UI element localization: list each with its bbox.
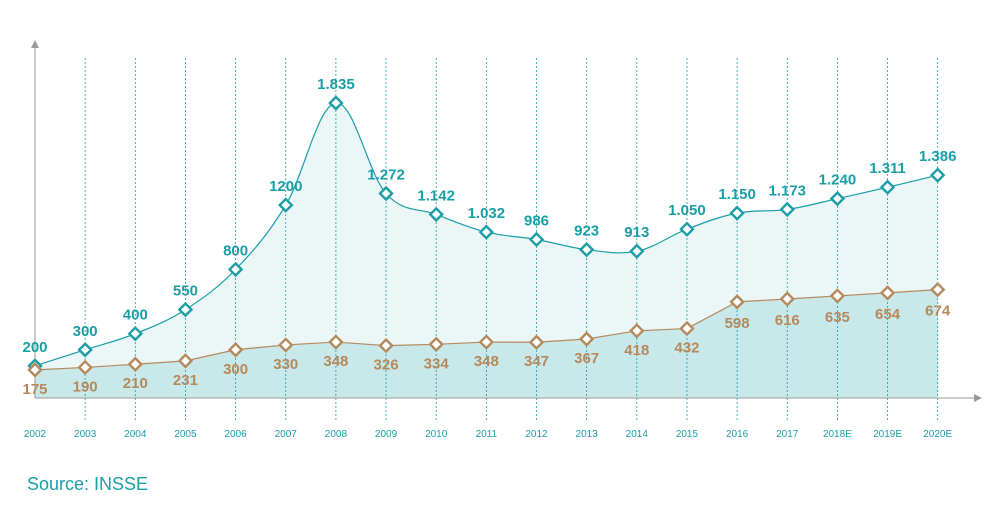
upper-label-2017: 1.173 <box>768 182 806 199</box>
upper-label-2015: 1.050 <box>668 202 706 219</box>
upper-marker-2007 <box>278 197 294 213</box>
x-tick-2002: 2002 <box>24 429 47 440</box>
lower-marker-2008 <box>328 334 344 350</box>
lower-marker-2007 <box>278 337 294 353</box>
upper-marker-2009 <box>378 185 394 202</box>
lower-label-2016: 598 <box>725 315 750 332</box>
x-tick-2020E: 2020E <box>923 429 952 440</box>
x-tick-2009: 2009 <box>375 429 398 440</box>
lower-label-2018E: 635 <box>825 309 850 326</box>
upper-marker-2010 <box>428 206 444 223</box>
upper-label-2009: 1.272 <box>367 167 405 184</box>
upper-marker-2014 <box>629 243 645 259</box>
upper-label-2005: 550 <box>173 283 198 300</box>
lower-marker-2006 <box>227 342 244 358</box>
upper-marker-2015 <box>679 221 695 237</box>
x-tick-2004: 2004 <box>124 429 147 440</box>
lower-marker-2017 <box>779 291 795 307</box>
lower-marker-2004 <box>127 356 143 372</box>
x-tick-2013: 2013 <box>576 429 599 440</box>
area-chart: 200 300 400 550 800 1200 1.835 1.272 1.142 1.032 9… <box>22 40 982 440</box>
source-note: Source: INSSE <box>27 474 149 494</box>
upper-label-2010: 1.142 <box>417 187 455 204</box>
upper-marker-2008 <box>328 95 344 111</box>
upper-label-2019E: 1.311 <box>869 160 906 177</box>
lower-marker-2019E <box>879 285 896 301</box>
lower-label-2008: 348 <box>323 353 348 370</box>
lower-label-2017: 616 <box>775 312 800 329</box>
lower-label-2019E: 654 <box>875 306 901 323</box>
lower-label-2015: 432 <box>674 340 699 357</box>
upper-marker-2016 <box>729 205 745 221</box>
lower-marker-2018E <box>829 288 846 304</box>
lower-label-2003: 190 <box>73 378 98 395</box>
upper-label-2011: 1.032 <box>468 205 506 222</box>
upper-label-2012: 986 <box>524 212 549 229</box>
upper-marker-2020E <box>930 167 946 183</box>
x-tick-2012: 2012 <box>525 429 548 440</box>
x-tick-2015: 2015 <box>676 429 699 440</box>
x-tick-2018E: 2018E <box>823 429 852 440</box>
upper-marker-2012 <box>528 231 545 248</box>
lower-marker-2015 <box>679 320 695 337</box>
upper-label-2020E: 1.386 <box>919 148 957 165</box>
upper-label-2013: 923 <box>574 223 599 240</box>
y-axis-arrow <box>31 40 39 48</box>
upper-label-2002: 200 <box>22 339 47 356</box>
x-tick-2003: 2003 <box>74 429 97 440</box>
lower-marker-2014 <box>629 323 645 339</box>
lower-label-2020E: 674 <box>925 303 951 320</box>
lower-marker-2020E <box>930 281 946 298</box>
upper-label-2003: 300 <box>73 323 98 340</box>
upper-marker-2017 <box>779 201 795 218</box>
lower-label-2006: 300 <box>223 361 248 378</box>
lower-label-2002: 175 <box>22 381 47 398</box>
lower-marker-2003 <box>77 359 93 376</box>
upper-marker-2003 <box>77 342 93 358</box>
upper-marker-2004 <box>127 325 143 342</box>
lower-marker-2011 <box>478 334 495 350</box>
lower-label-2013: 367 <box>574 350 599 367</box>
lower-marker-2002 <box>27 362 43 378</box>
x-tick-2006: 2006 <box>224 429 247 440</box>
upper-marker-2013 <box>578 241 595 258</box>
upper-marker-2006 <box>227 261 244 278</box>
lower-marker-2009 <box>378 337 394 354</box>
lower-marker-2013 <box>578 331 595 347</box>
upper-label-2016: 1.150 <box>718 186 756 203</box>
x-tick-2014: 2014 <box>626 429 649 440</box>
lower-label-2014: 418 <box>624 342 649 359</box>
x-tick-2007: 2007 <box>275 429 298 440</box>
x-tick-2008: 2008 <box>325 429 348 440</box>
x-tick-2005: 2005 <box>174 429 197 440</box>
upper-label-2018E: 1.240 <box>819 172 857 189</box>
x-tick-2017: 2017 <box>776 429 799 440</box>
upper-label-2006: 800 <box>223 242 248 259</box>
lower-label-2012: 347 <box>524 353 549 370</box>
upper-marker-2005 <box>177 301 194 318</box>
upper-marker-2018E <box>829 190 846 207</box>
x-axis-arrow <box>974 394 982 402</box>
x-tick-2011: 2011 <box>476 429 498 440</box>
upper-label-2004: 400 <box>123 307 148 324</box>
upper-marker-2011 <box>478 224 495 240</box>
lower-label-2009: 326 <box>374 357 399 374</box>
lower-marker-2010 <box>428 336 444 353</box>
x-tick-2010: 2010 <box>425 429 448 440</box>
upper-label-2008: 1.835 <box>317 76 355 93</box>
upper-label-2014: 913 <box>624 224 649 241</box>
lower-marker-2005 <box>177 353 194 369</box>
lower-marker-2016 <box>729 294 745 310</box>
lower-marker-2012 <box>528 334 545 350</box>
upper-label-2007: 1200 <box>269 178 302 195</box>
x-tick-2016: 2016 <box>726 429 749 440</box>
upper-marker-2019E <box>879 179 896 195</box>
lower-label-2011: 348 <box>474 353 499 370</box>
lower-label-2010: 334 <box>424 355 450 372</box>
x-tick-2019E: 2019E <box>873 429 902 440</box>
lower-label-2004: 210 <box>123 375 148 392</box>
lower-label-2007: 330 <box>273 356 298 373</box>
lower-label-2005: 231 <box>173 372 198 389</box>
